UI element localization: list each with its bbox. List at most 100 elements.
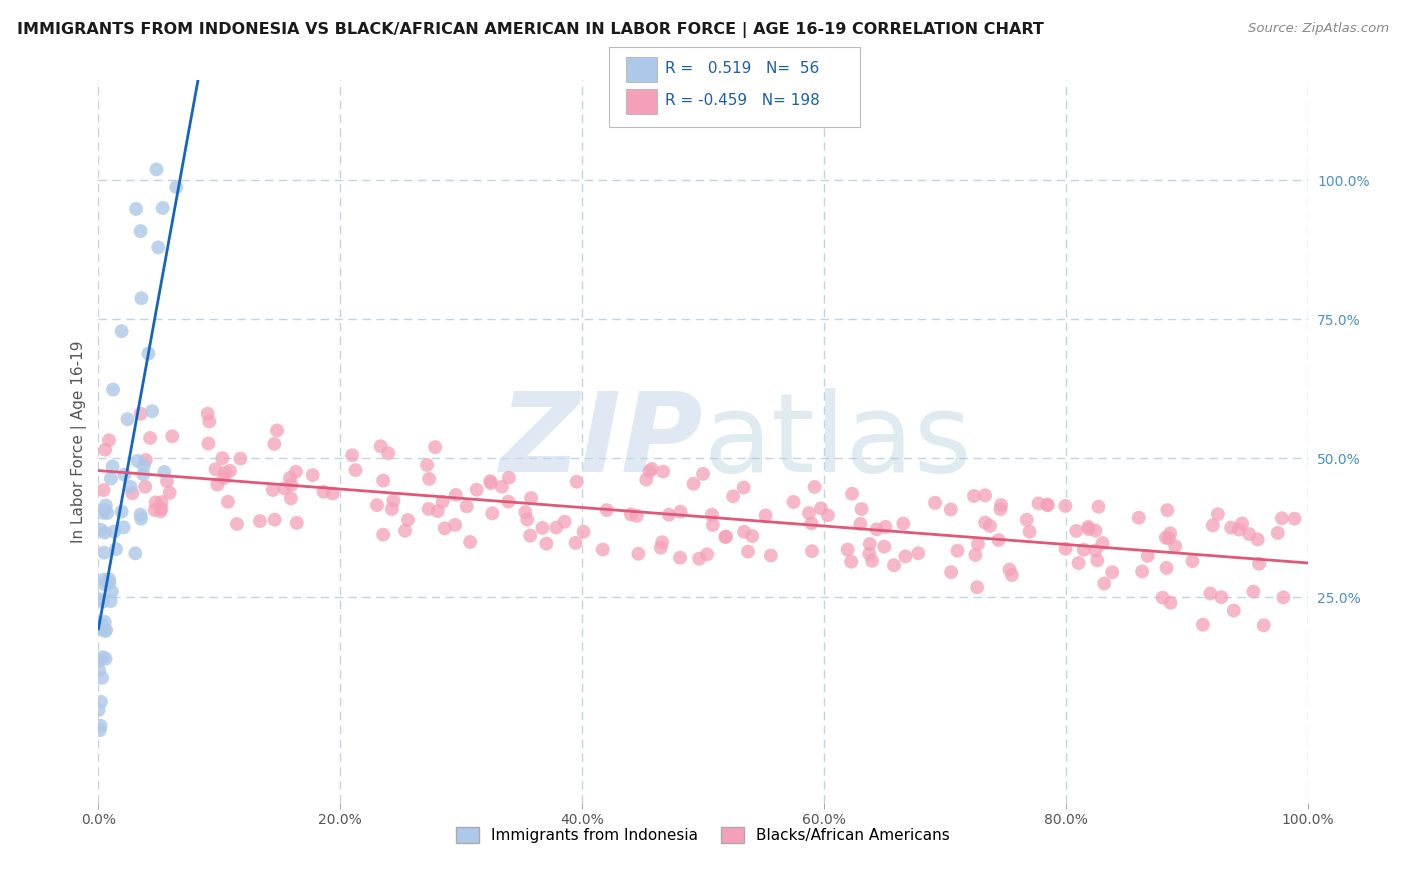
Point bbox=[135, 453, 157, 467]
Point bbox=[426, 504, 449, 518]
Point bbox=[207, 477, 229, 491]
Point bbox=[1077, 520, 1099, 534]
Point bbox=[285, 516, 308, 530]
Point bbox=[111, 324, 134, 338]
Text: R = -0.459   N= 198: R = -0.459 N= 198 bbox=[665, 94, 820, 108]
Point bbox=[883, 558, 905, 573]
Point bbox=[97, 434, 120, 448]
Text: ZIP: ZIP bbox=[499, 388, 703, 495]
Point bbox=[117, 412, 139, 426]
Point bbox=[1073, 542, 1095, 557]
Point bbox=[546, 520, 568, 534]
Point bbox=[284, 465, 307, 479]
Point bbox=[381, 502, 404, 516]
Point bbox=[797, 506, 820, 520]
Point bbox=[627, 547, 650, 561]
Point bbox=[1241, 584, 1264, 599]
Point bbox=[1036, 498, 1059, 512]
Point bbox=[94, 624, 117, 638]
Point bbox=[124, 546, 146, 560]
Point bbox=[197, 407, 219, 421]
Text: R =   0.519   N=  56: R = 0.519 N= 56 bbox=[665, 62, 820, 76]
Point bbox=[1015, 513, 1038, 527]
Point bbox=[101, 383, 124, 397]
Point bbox=[280, 478, 302, 492]
Point bbox=[120, 480, 142, 494]
Point bbox=[143, 503, 166, 517]
Point bbox=[371, 527, 394, 541]
Point bbox=[875, 520, 897, 534]
Point bbox=[946, 543, 969, 558]
Point bbox=[93, 573, 115, 587]
Point bbox=[129, 224, 152, 238]
Point bbox=[91, 594, 114, 608]
Point bbox=[1230, 516, 1253, 531]
Point bbox=[456, 500, 478, 514]
Point bbox=[858, 547, 880, 561]
Point bbox=[105, 542, 128, 557]
Point bbox=[226, 516, 249, 531]
Point bbox=[344, 463, 367, 477]
Point bbox=[98, 572, 121, 586]
Point bbox=[531, 521, 554, 535]
Point bbox=[965, 548, 987, 562]
Point bbox=[755, 508, 778, 523]
Point bbox=[94, 577, 117, 591]
Point bbox=[98, 575, 121, 590]
Point bbox=[91, 506, 114, 520]
Point bbox=[979, 519, 1001, 533]
Point bbox=[148, 240, 170, 254]
Point bbox=[733, 524, 755, 539]
Point bbox=[89, 723, 111, 738]
Point bbox=[132, 467, 155, 482]
Point bbox=[1087, 500, 1109, 514]
Point bbox=[800, 516, 823, 531]
Point bbox=[651, 535, 673, 549]
Point bbox=[554, 515, 576, 529]
Point bbox=[924, 496, 946, 510]
Point bbox=[939, 565, 962, 579]
Point bbox=[433, 521, 456, 535]
Point bbox=[998, 563, 1021, 577]
Point bbox=[1091, 536, 1114, 550]
Point bbox=[837, 542, 859, 557]
Point bbox=[860, 554, 883, 568]
Point bbox=[669, 550, 692, 565]
Point bbox=[479, 474, 502, 488]
Point bbox=[91, 671, 114, 685]
Point bbox=[966, 580, 988, 594]
Point bbox=[131, 291, 153, 305]
Point bbox=[592, 542, 614, 557]
Point bbox=[1018, 524, 1040, 539]
Point bbox=[91, 650, 114, 665]
Point bbox=[93, 525, 115, 540]
Point bbox=[94, 503, 117, 517]
Point bbox=[1092, 576, 1115, 591]
Point bbox=[211, 451, 233, 466]
Point bbox=[263, 513, 285, 527]
Point bbox=[263, 437, 285, 451]
Point bbox=[987, 533, 1010, 547]
Point bbox=[1284, 512, 1306, 526]
Point bbox=[1202, 518, 1225, 533]
Point bbox=[692, 467, 714, 481]
Point bbox=[1101, 566, 1123, 580]
Point bbox=[479, 476, 502, 491]
Point bbox=[145, 162, 167, 177]
Point bbox=[112, 520, 135, 534]
Point bbox=[371, 474, 394, 488]
Point bbox=[93, 615, 115, 629]
Point bbox=[974, 488, 997, 502]
Point bbox=[491, 480, 513, 494]
Point bbox=[101, 584, 124, 599]
Point bbox=[139, 431, 162, 445]
Point bbox=[150, 501, 173, 516]
Point bbox=[688, 551, 710, 566]
Point bbox=[1206, 508, 1229, 522]
Point bbox=[125, 202, 148, 216]
Point bbox=[702, 518, 724, 533]
Point bbox=[266, 424, 288, 438]
Point bbox=[1239, 527, 1261, 541]
Point bbox=[394, 524, 416, 538]
Point bbox=[803, 480, 825, 494]
